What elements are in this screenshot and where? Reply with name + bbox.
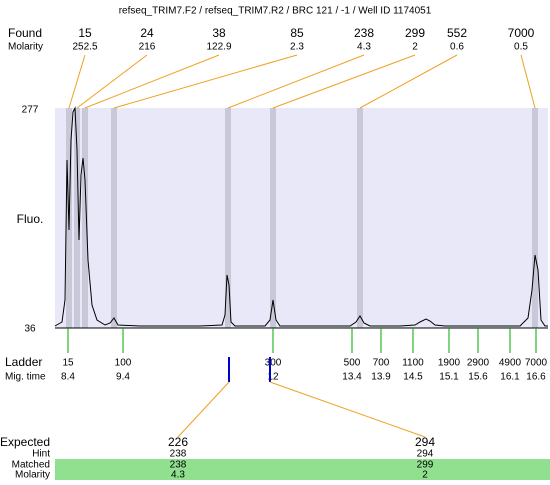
matched-molarity: 4.3 bbox=[171, 470, 185, 480]
y-top: 277 bbox=[22, 105, 39, 116]
peak-band bbox=[270, 108, 276, 328]
ladder-time: 15.1 bbox=[439, 372, 459, 383]
peak-band bbox=[357, 108, 363, 328]
time-label: Mig. time bbox=[5, 372, 46, 383]
ladder-size: 4900 bbox=[499, 358, 522, 369]
ladder-size: 1100 bbox=[402, 358, 424, 369]
expected-label: Expected bbox=[0, 435, 50, 449]
expected-size: 294 bbox=[415, 435, 435, 449]
found-molarity: 0.6 bbox=[450, 42, 464, 53]
found-size: 299 bbox=[405, 26, 425, 40]
ladder-time: 12 bbox=[267, 372, 279, 383]
found-size: 24 bbox=[140, 26, 154, 40]
hint-size: 238 bbox=[170, 449, 187, 460]
plot-area bbox=[55, 108, 548, 328]
hint-label: Hint bbox=[32, 449, 50, 460]
title: refseq_TRIM7.F2 / refseq_TRIM7.R2 / BRC … bbox=[119, 6, 432, 17]
found-molarity: 4.3 bbox=[357, 42, 371, 53]
found-molarity: 0.5 bbox=[514, 42, 528, 53]
ladder-size: 1900 bbox=[438, 358, 461, 369]
peak-band bbox=[225, 108, 231, 328]
found-molarity: 2 bbox=[412, 42, 418, 53]
ladder-size: 100 bbox=[115, 358, 132, 369]
found-size: 38 bbox=[212, 26, 226, 40]
matched-size: 238 bbox=[170, 460, 187, 471]
molarity-label: Molarity bbox=[8, 42, 43, 53]
expected-link bbox=[177, 381, 230, 438]
y-label: Fluo. bbox=[17, 212, 44, 226]
ladder-size: 500 bbox=[344, 358, 361, 369]
found-label: Found bbox=[8, 26, 42, 40]
ladder-time: 13.4 bbox=[342, 372, 362, 383]
ladder-time: 16.1 bbox=[500, 372, 520, 383]
peak-band bbox=[532, 108, 538, 328]
peak-link bbox=[227, 54, 365, 109]
peak-link bbox=[76, 54, 148, 109]
matched-molarity: 2 bbox=[422, 470, 428, 480]
found-size: 15 bbox=[78, 26, 92, 40]
peak-link bbox=[272, 54, 416, 109]
peak-link bbox=[113, 54, 298, 109]
ladder-size: 15 bbox=[62, 358, 74, 369]
ladder-time: 9.4 bbox=[116, 372, 130, 383]
ladder-size: 7000 bbox=[525, 358, 548, 369]
found-size: 552 bbox=[447, 26, 467, 40]
ladder-time: 8.4 bbox=[61, 372, 75, 383]
found-molarity: 252.5 bbox=[72, 42, 97, 53]
ladder-size: 300 bbox=[265, 358, 282, 369]
peak-band bbox=[74, 108, 80, 328]
peak-link bbox=[84, 54, 220, 109]
found-molarity: 2.3 bbox=[290, 42, 304, 53]
y-bottom: 36 bbox=[24, 324, 36, 335]
found-molarity: 122.9 bbox=[206, 42, 231, 53]
found-size: 238 bbox=[354, 26, 374, 40]
trace bbox=[54, 106, 548, 327]
hint-size: 294 bbox=[417, 449, 434, 460]
ladder-size: 700 bbox=[373, 358, 390, 369]
found-size: 7000 bbox=[508, 26, 535, 40]
peak-link bbox=[68, 54, 86, 109]
matched-label: Matched bbox=[12, 460, 50, 471]
ladder-time: 13.9 bbox=[371, 372, 391, 383]
peak-band bbox=[82, 108, 88, 328]
expected-size: 226 bbox=[168, 435, 188, 449]
found-size: 85 bbox=[290, 26, 304, 40]
peak-link bbox=[359, 54, 458, 109]
ladder-time: 15.6 bbox=[468, 372, 488, 383]
ladder-label: Ladder bbox=[5, 355, 42, 369]
ladder-size: 2900 bbox=[467, 358, 490, 369]
matched-band bbox=[55, 459, 550, 480]
exp-molarity-label: Molarity bbox=[15, 470, 50, 480]
peak-band bbox=[111, 108, 117, 328]
expected-link bbox=[269, 381, 426, 438]
matched-size: 299 bbox=[417, 460, 434, 471]
found-molarity: 216 bbox=[139, 42, 156, 53]
ladder-time: 16.6 bbox=[526, 372, 546, 383]
peak-link bbox=[520, 54, 536, 109]
ladder-time: 14.5 bbox=[403, 372, 423, 383]
